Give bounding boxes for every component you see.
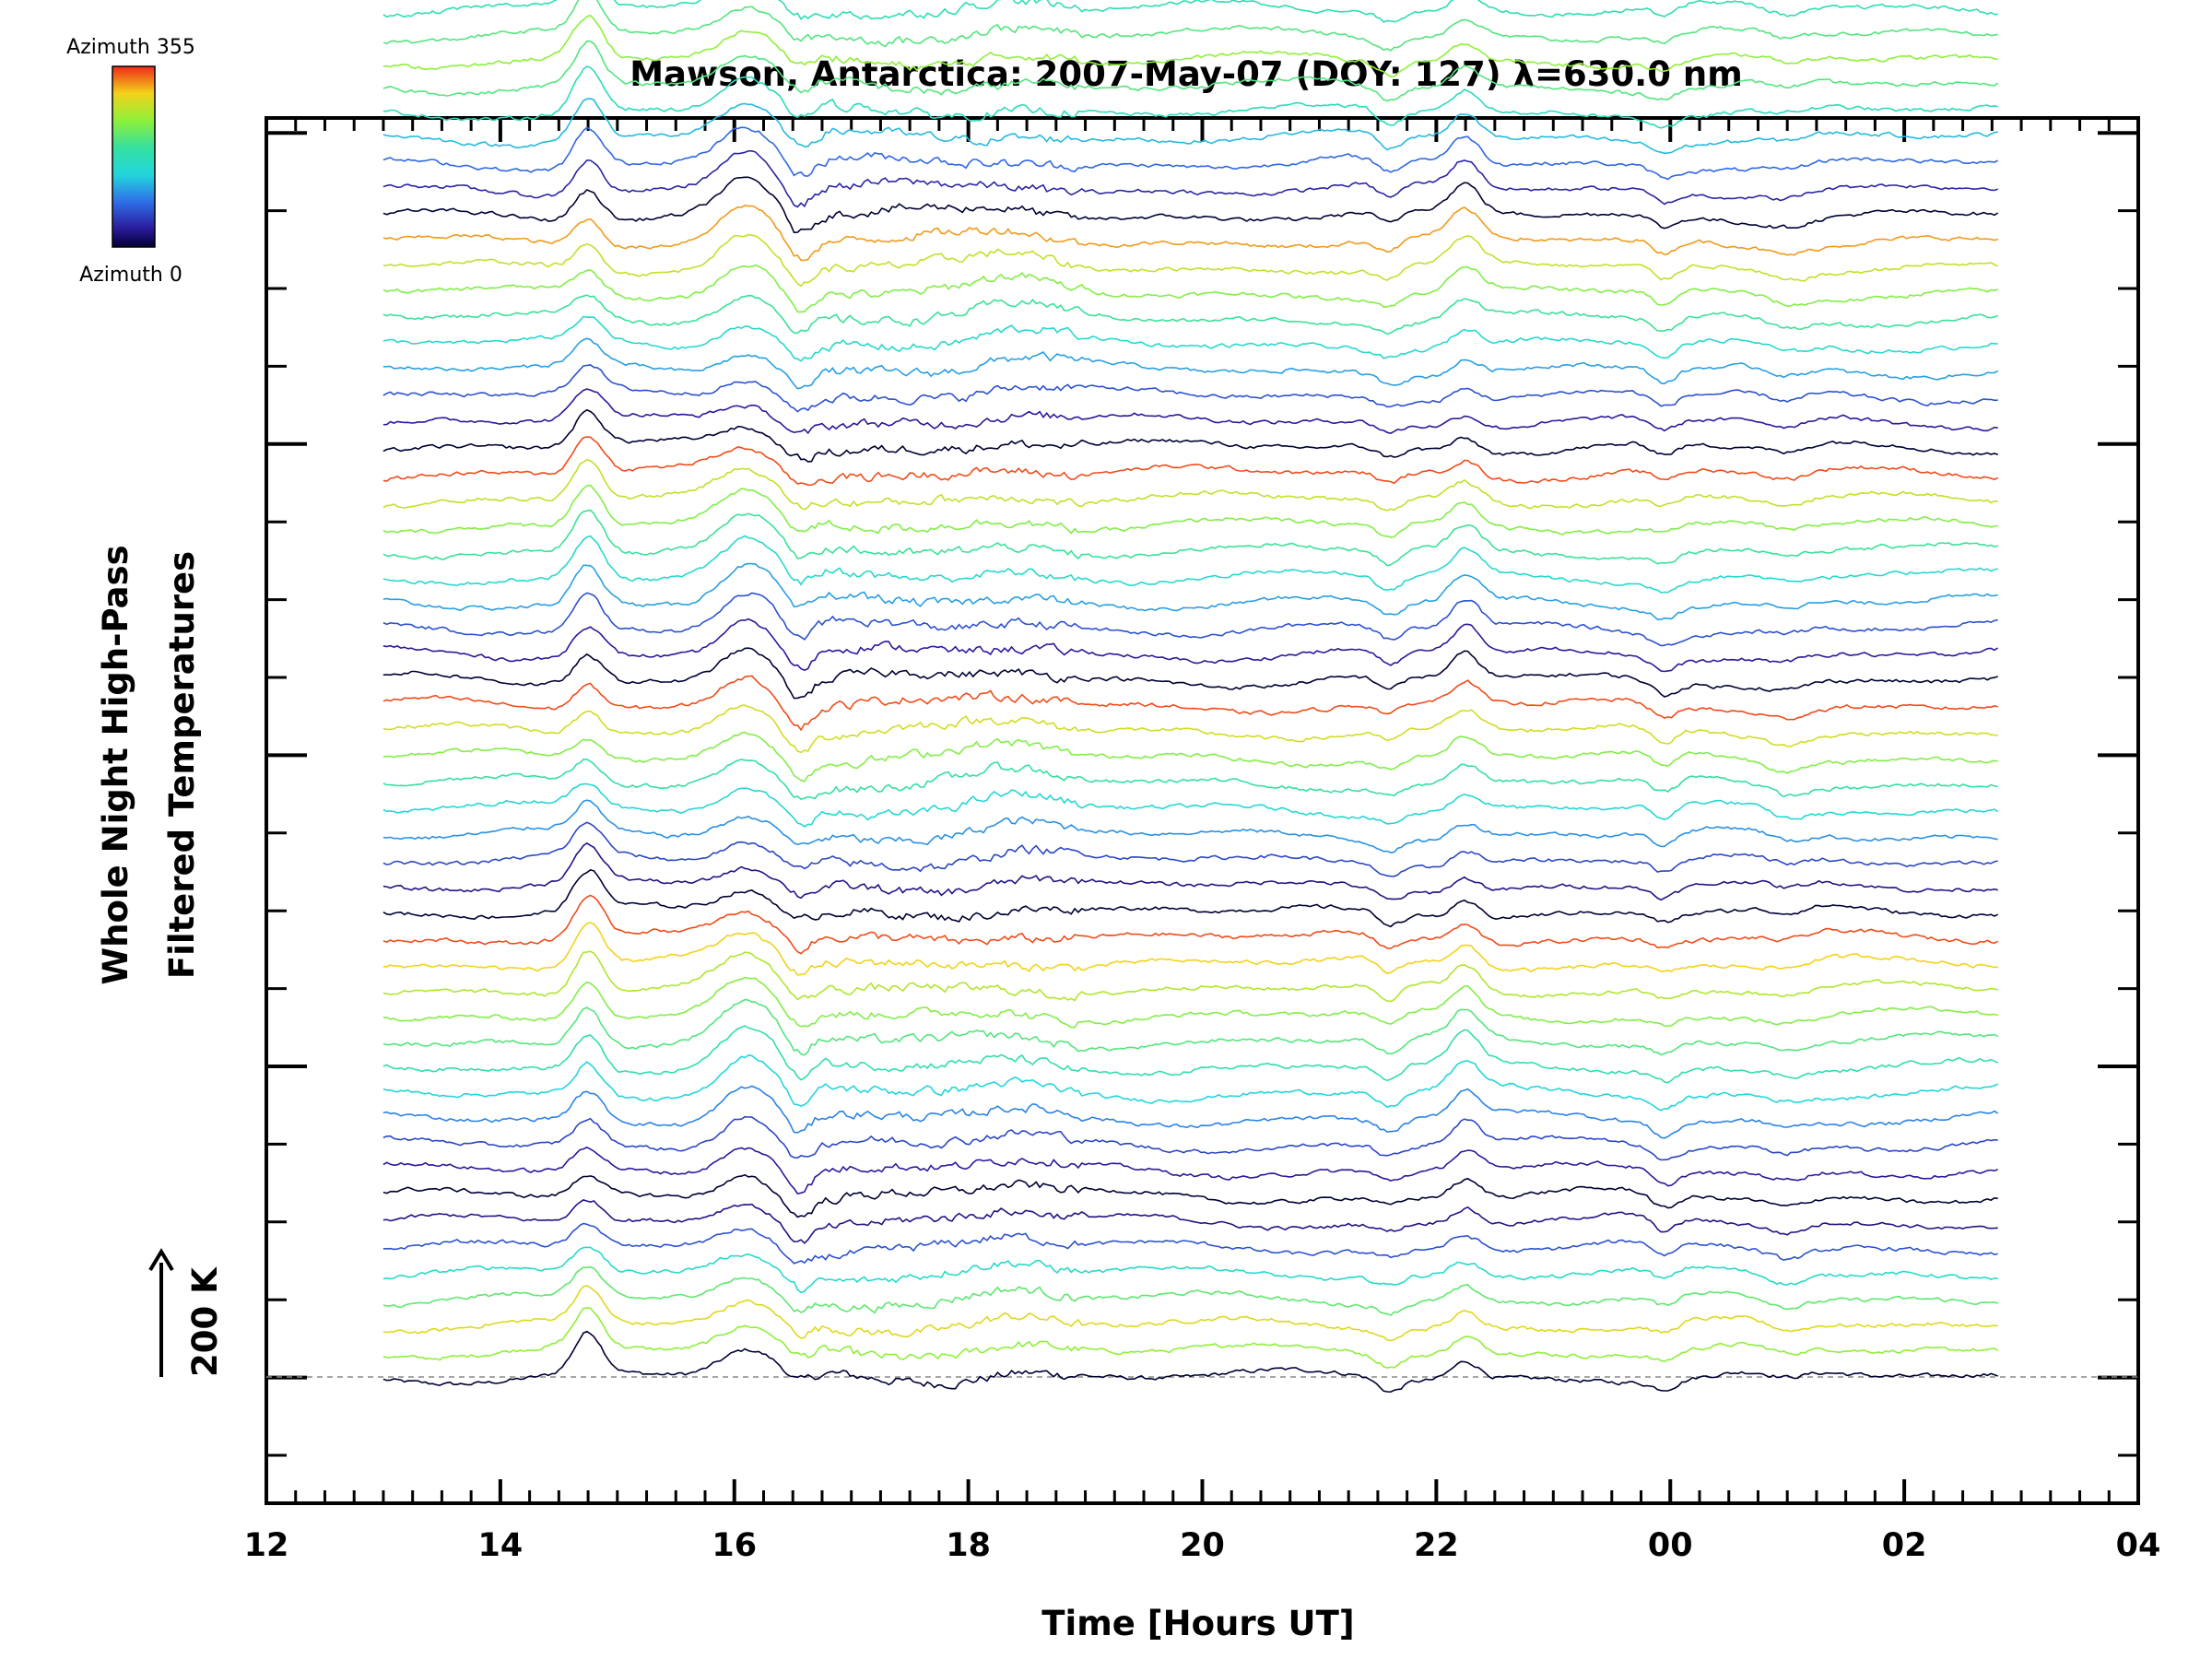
series-line	[382, 1307, 1999, 1370]
x-tick-label: 20	[1180, 1527, 1225, 1564]
colorbar: Azimuth 355 Azimuth 0	[66, 36, 195, 287]
series-line	[382, 294, 1998, 335]
series-line	[382, 98, 1998, 155]
series-line	[382, 647, 1998, 700]
x-tick-label: 12	[244, 1527, 289, 1564]
series-line	[382, 950, 1998, 1003]
series-line	[382, 759, 1998, 800]
series-line	[382, 562, 1998, 620]
series-line	[382, 1054, 1998, 1112]
series-line	[382, 150, 1998, 208]
scale-indicator: 200 K	[148, 1248, 225, 1377]
series-line	[382, 0, 1998, 23]
colorbar-bottom-label: Azimuth 0	[79, 264, 182, 287]
x-tick-label: 02	[1882, 1527, 1927, 1564]
series-line	[382, 1085, 1999, 1139]
series-line	[382, 1285, 1998, 1342]
series-line	[382, 14, 1998, 77]
x-tick-label: 16	[712, 1527, 757, 1564]
series-line	[382, 315, 1998, 362]
series-line	[382, 1173, 1998, 1218]
series-line	[382, 509, 1998, 567]
series-line	[382, 1330, 1998, 1394]
series-line	[382, 126, 1999, 181]
series-line	[382, 731, 1998, 782]
series-line	[382, 618, 1999, 673]
series-line	[382, 40, 1999, 102]
series-line	[382, 976, 1998, 1029]
series-line	[382, 535, 1998, 594]
series-line	[382, 998, 1999, 1056]
series-line	[382, 704, 1998, 754]
series-line	[382, 894, 1999, 955]
series-line	[382, 337, 1999, 390]
series-line	[382, 592, 1998, 647]
series-line	[382, 841, 1998, 901]
x-tick-label: 18	[946, 1527, 991, 1564]
series-line	[382, 1025, 1999, 1084]
series-line	[382, 1199, 1998, 1244]
series-line	[382, 204, 1998, 262]
series-line	[382, 1246, 1998, 1294]
x-tick-labels: 12 14 16 18 20 22 00 02 04	[244, 1527, 2161, 1564]
x-tick-label: 14	[478, 1527, 524, 1564]
x-tick-label: 04	[2116, 1527, 2161, 1564]
y-axis-label-line2: Filtered Temperatures	[162, 551, 202, 979]
series-line	[382, 364, 1998, 413]
series-line	[382, 922, 1998, 976]
series-line	[382, 0, 1998, 52]
series-line	[382, 675, 1998, 732]
series-line	[382, 176, 1999, 234]
colorbar-gradient	[112, 65, 156, 248]
series-line	[382, 1265, 1998, 1316]
series-line	[382, 1115, 1998, 1161]
series-line	[382, 821, 1998, 877]
axis-ticks	[265, 118, 2140, 1503]
y-axis-label-line1: Whole Night High-Pass	[96, 545, 135, 984]
series-line	[382, 782, 1999, 828]
series-line	[382, 264, 1998, 313]
series-line	[382, 799, 1998, 853]
series-line	[382, 484, 1998, 538]
x-tick-label: 00	[1648, 1527, 1693, 1564]
scale-arrowhead-icon	[148, 1248, 174, 1272]
series-line	[382, 1222, 1998, 1265]
series-line	[382, 408, 1998, 463]
series-line	[382, 869, 1999, 928]
series-line	[382, 233, 1999, 288]
colorbar-top-label: Azimuth 355	[66, 36, 195, 59]
x-tick-label: 22	[1414, 1527, 1459, 1564]
series-line	[382, 1147, 1999, 1194]
series-group	[382, 0, 1999, 1394]
series-line	[382, 65, 1998, 129]
series-line	[382, 458, 1998, 512]
scale-label: 200 K	[185, 1266, 225, 1377]
series-line	[382, 436, 1999, 487]
series-line	[382, 388, 1998, 435]
x-axis-label: Time [Hours UT]	[1041, 1604, 1354, 1643]
